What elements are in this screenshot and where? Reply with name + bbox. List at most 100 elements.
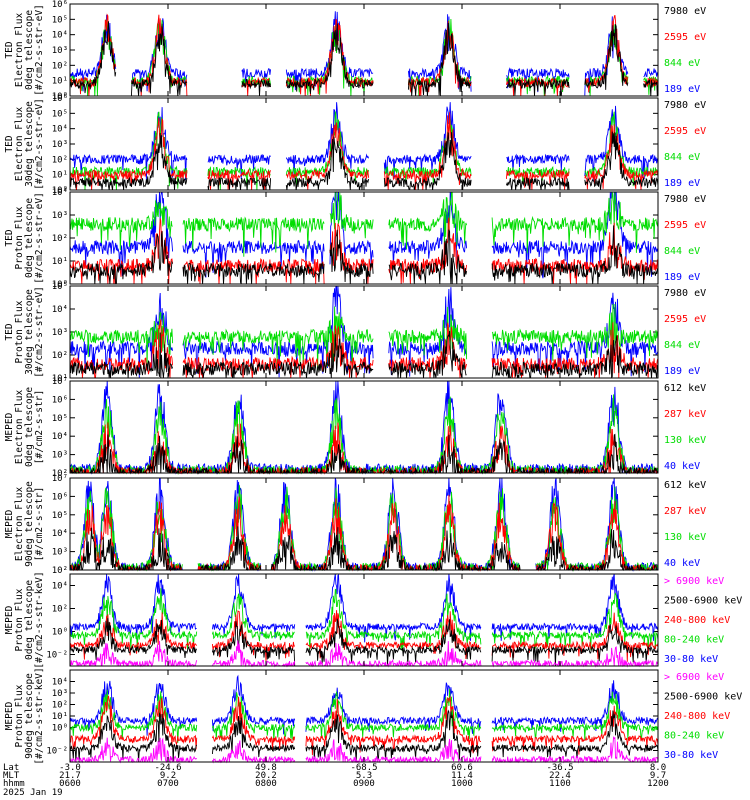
legend-entry: 844 eV [664, 246, 700, 257]
y-tick-label: 10³ [52, 689, 68, 699]
x-tick-label: 1200 [647, 779, 669, 789]
y-tick-label: 10¹ [52, 77, 68, 87]
y-tick-label: 10³ [52, 140, 68, 150]
y-axis-label-line: Electron Flux [14, 487, 25, 562]
legend-entry: 2595 eV [664, 32, 706, 43]
legend-entry: 240-800 keV [664, 615, 730, 626]
series-trace-1 [69, 573, 659, 643]
legend-entry: 844 eV [664, 340, 700, 351]
y-axis-label-line: 30deg telescope [24, 101, 35, 187]
y-axis-label-line: 90deg telescope [24, 481, 35, 567]
series-trace-3 [69, 695, 659, 756]
x-tick-label: 22.4 [549, 771, 571, 781]
y-tick-label: 10⁶ [52, 0, 68, 10]
panel-4: 10¹ 10² 10³ 10⁴ 10⁵ TED Proton Flux 30deg teles… [4, 282, 706, 384]
y-axis-label-line: MEPED [4, 605, 15, 634]
series-trace-2 [69, 191, 659, 257]
legend-entry: 612 keV [664, 383, 706, 394]
y-axis-label-line: 90deg telescope [24, 673, 35, 759]
x-tick-label: 0600 [59, 779, 81, 789]
legend-entry: 40 keV [664, 558, 700, 569]
legend-entry: 2595 eV [664, 220, 706, 231]
series-trace-4 [69, 526, 658, 572]
legend-entry: 40 keV [664, 461, 700, 472]
y-axis-label-line: Proton Flux [14, 684, 25, 747]
y-tick-label: 10⁻² [46, 651, 68, 661]
legend-entry: 7980 eV [664, 100, 706, 111]
legend-entry: 2595 eV [664, 126, 706, 137]
series-trace-4 [69, 709, 659, 763]
y-tick-label: 10² [52, 61, 68, 71]
y-tick-label: 10⁴ [52, 125, 68, 135]
y-tick-label: 10² [52, 351, 68, 361]
x-tick-label: -36.5 [546, 763, 573, 773]
series-trace-3 [69, 112, 659, 191]
x-tick-label: 0700 [157, 779, 179, 789]
y-axis-label-line: 0deg telescope [24, 387, 35, 467]
date-label: 2025 Jan 19 [3, 788, 63, 798]
y-tick-label: 10⁶ [52, 395, 68, 405]
legend-entry: 80-240 keV [664, 635, 724, 646]
y-axis-label-line: [#/cm2-s-str-eV] [34, 286, 45, 378]
legend-entry: 287 keV [664, 409, 706, 420]
x-tick-label: 0800 [255, 779, 277, 789]
y-tick-label: 10⁻² [46, 747, 68, 757]
legend-entry: 844 eV [664, 58, 700, 69]
panel-5: 10² 10³ 10⁴ 10⁵ 10⁶ 10⁷ MEPED Electron Flux 0deg… [4, 377, 706, 479]
y-tick-label: 10¹ [52, 171, 68, 181]
y-tick-label: 10⁶ [52, 492, 68, 502]
y-tick-label: 10² [52, 605, 68, 615]
y-axis-label-line: [#/cm2-s-str] [34, 487, 45, 561]
legend-entry: 2595 eV [664, 314, 706, 325]
y-axis-label-line: 0deg telescope [24, 198, 35, 278]
y-tick-label: 10⁴ [52, 678, 68, 688]
x-tick-label: -68.5 [350, 763, 377, 773]
x-tick-label: -24.6 [154, 763, 181, 773]
y-tick-label: 10⁷ [52, 377, 68, 387]
x-tick-label: 21.7 [59, 771, 81, 781]
y-axis-label-line: 30deg telescope [24, 289, 35, 375]
y-tick-label: 10¹ [52, 374, 68, 384]
x-tick-label: 49.8 [255, 763, 277, 773]
x-tick-label: 1100 [549, 779, 571, 789]
y-tick-label: 10⁷ [52, 474, 68, 484]
x-tick-label: 9.7 [650, 771, 666, 781]
legend-entry: 844 eV [664, 152, 700, 163]
y-tick-label: 10⁰ [52, 280, 68, 290]
legend-entry: 240-800 keV [664, 711, 730, 722]
y-axis-label-line: [#/cm2-s-str-eV] [34, 98, 45, 190]
y-axis-label-line: Electron Flux [14, 13, 25, 88]
y-tick-label: 10⁰ [52, 186, 68, 196]
series-trace-1 [69, 102, 659, 182]
legend-entry: 612 keV [664, 480, 706, 491]
y-axis-label-line: Proton Flux [14, 588, 25, 651]
y-tick-label: 10⁵ [52, 414, 68, 424]
legend-entry: 287 keV [664, 506, 706, 517]
series-trace-1 [69, 674, 659, 736]
y-tick-label: 10⁴ [52, 529, 68, 539]
legend-entry: > 6900 keV [664, 576, 724, 587]
y-axis-label-line: MEPED [4, 701, 15, 730]
legend-entry: 189 eV [664, 178, 700, 189]
y-tick-label: 10² [52, 155, 68, 165]
y-axis-label-line: Proton Flux [14, 300, 25, 363]
y-axis-label-line: MEPED [4, 509, 15, 538]
series-trace-1 [69, 191, 659, 279]
panel-1: 10⁰ 10¹ 10² 10³ 10⁴ 10⁵ 10⁶ TED Electron Flux 0de… [4, 0, 706, 102]
y-tick-label: 10⁴ [52, 432, 68, 442]
y-tick-label: 10³ [52, 451, 68, 461]
y-tick-label: 10⁴ [52, 582, 68, 592]
y-axis-label-line: TED [4, 135, 15, 152]
y-axis-label-line: Electron Flux [14, 390, 25, 465]
panel-2: 10⁰ 10¹ 10² 10³ 10⁴ 10⁵ 10⁶ TED Electron Flux 30d… [4, 94, 706, 196]
series-trace-2 [69, 303, 659, 371]
y-axis-label-line: [#/cm2-s-str] [34, 390, 45, 464]
y-tick-label: 10⁰ [52, 724, 68, 734]
legend-entry: 189 eV [664, 272, 700, 283]
x-tick-label: -3.0 [59, 763, 81, 773]
y-axis-label-line: [#/cm2-s-str-eV] [34, 4, 45, 96]
y-tick-label: 10⁴ [52, 188, 68, 198]
legend-entry: 189 eV [664, 366, 700, 377]
